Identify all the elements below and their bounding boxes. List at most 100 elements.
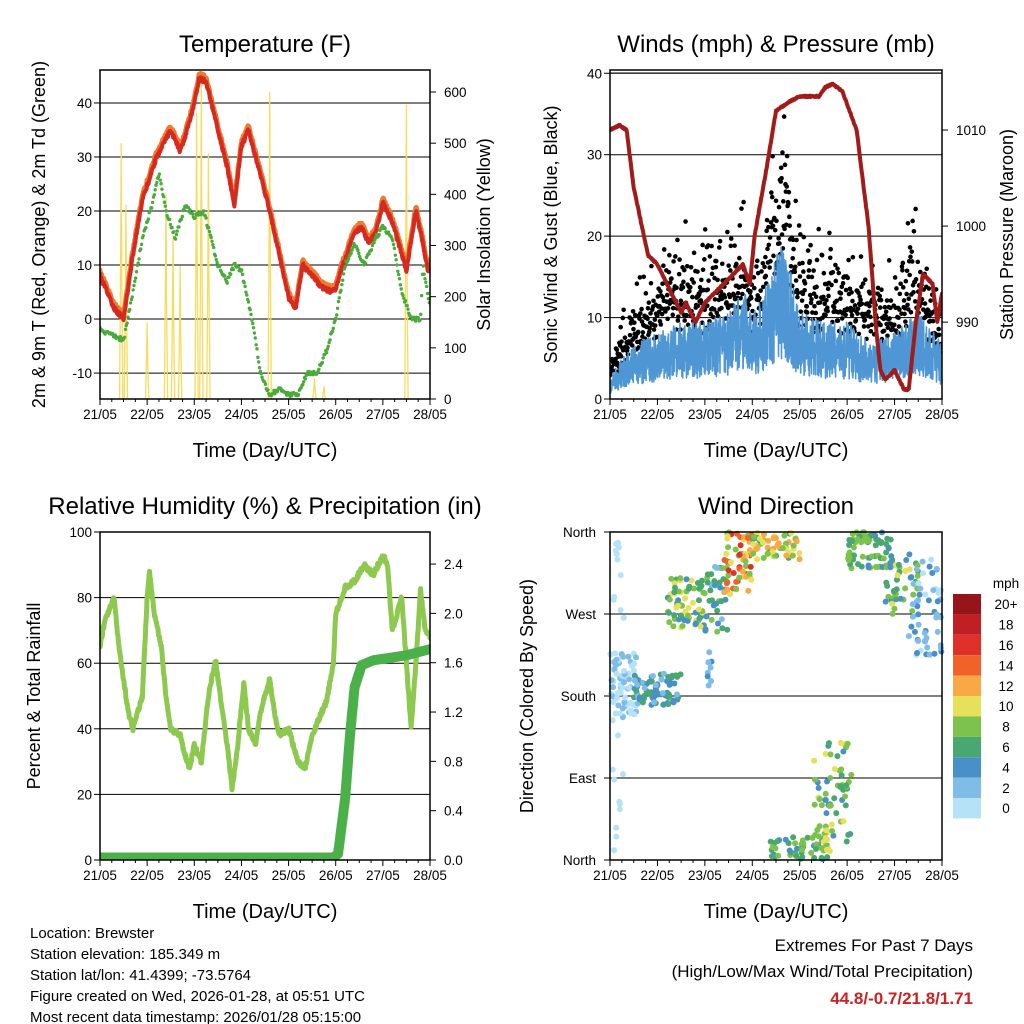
gust-point	[691, 250, 697, 256]
wind-direction-point	[769, 844, 776, 851]
gust-point	[812, 303, 817, 309]
wind-direction-point	[718, 598, 725, 605]
station-info-elevation: Station elevation: 185.349 m	[30, 946, 220, 963]
gust-point	[809, 274, 815, 280]
gust-point	[911, 228, 917, 234]
wind-direction-point	[742, 558, 749, 565]
wind-direction-point	[781, 532, 788, 539]
relative-humidity-line	[100, 553, 430, 793]
gust-point	[814, 257, 820, 263]
wind-direction-point	[760, 531, 767, 538]
wind-direction-point	[893, 576, 900, 583]
gust-point	[898, 281, 903, 287]
gust-point	[764, 228, 769, 234]
dewpoint-point	[215, 260, 219, 265]
gust-point	[702, 227, 708, 232]
legend-swatch	[953, 614, 981, 635]
gust-point	[663, 309, 668, 314]
wind-direction-point	[668, 680, 675, 687]
gust-point	[632, 320, 637, 325]
dewpoint-point	[424, 280, 428, 285]
legend-swatch	[953, 757, 981, 778]
dewpoint-point	[172, 230, 176, 234]
gust-point	[801, 234, 807, 240]
gust-point	[806, 268, 812, 273]
wind-direction-point	[883, 579, 890, 586]
gust-point	[735, 290, 741, 296]
2m-temperature-line	[100, 75, 430, 323]
dewpoint-point	[398, 283, 403, 287]
gust-point	[658, 288, 663, 294]
x-tick-label: 26/05	[319, 868, 353, 883]
dewpoint-point	[340, 278, 345, 282]
gust-point	[697, 285, 703, 290]
wind-direction-point	[848, 771, 855, 778]
dewpoint-point	[159, 182, 163, 186]
gust-point	[772, 227, 778, 233]
dewpoint-point	[349, 251, 353, 255]
wind-direction-point	[670, 699, 677, 706]
wind-direction-point	[733, 585, 740, 592]
gust-point	[724, 300, 729, 305]
dewpoint-point	[132, 283, 136, 288]
y-left-tick-label: 0	[594, 392, 602, 407]
wind-direction-point	[822, 750, 829, 757]
dewpoint-point	[367, 252, 371, 256]
gust-point	[771, 253, 776, 259]
wind-direction-point	[840, 818, 847, 825]
dewpoint-point	[128, 301, 133, 305]
gust-point	[877, 305, 883, 310]
wind-direction-point	[639, 699, 646, 706]
gust-point	[725, 229, 730, 235]
wind-direction-point	[921, 629, 928, 636]
gust-point	[770, 223, 776, 229]
wind-direction-point	[906, 566, 913, 573]
gust-point	[900, 267, 905, 273]
gust-point	[658, 322, 664, 327]
dewpoint-point	[422, 272, 426, 276]
gust-point	[891, 322, 897, 328]
wind-direction-point	[713, 600, 720, 607]
x-tick-label: 26/05	[830, 407, 864, 422]
solar-insolation-spike	[321, 386, 327, 399]
wind-direction-point	[794, 845, 801, 852]
gust-point	[618, 324, 623, 330]
wind-direction-point	[928, 556, 935, 563]
gust-point	[631, 326, 636, 332]
dewpoint-point	[260, 375, 264, 379]
gust-point	[865, 324, 871, 329]
gust-point	[705, 287, 711, 292]
gust-point	[690, 294, 695, 300]
wind-direction-point	[609, 766, 616, 773]
dewpoint-point	[356, 248, 360, 253]
panel-2	[604, 72, 948, 405]
wind-direction-point	[793, 538, 800, 545]
dewpoint-point	[377, 232, 381, 237]
dewpoint-point	[413, 319, 418, 323]
wind-direction-point	[843, 782, 850, 789]
wind-direction-point	[631, 711, 638, 718]
gust-point	[904, 268, 910, 274]
x-tick-label: 25/05	[272, 868, 306, 883]
gust-point	[645, 305, 651, 311]
dewpoint-point	[254, 343, 258, 347]
wind-direction-point	[732, 546, 739, 553]
wind-direction-point	[674, 691, 681, 698]
gust-point	[810, 310, 815, 315]
y-left-tick-label: South	[561, 689, 596, 704]
gust-point	[740, 291, 745, 297]
wind-direction-point	[822, 790, 829, 797]
wind-direction-point	[849, 538, 856, 545]
wind-direction-point	[625, 653, 632, 660]
gust-point	[828, 246, 833, 252]
wind-direction-point	[620, 653, 627, 660]
wind-direction-point	[682, 595, 689, 602]
gust-point	[634, 281, 640, 286]
dewpoint-point	[296, 393, 301, 397]
dewpoint-point	[363, 261, 368, 266]
gust-point	[799, 298, 805, 303]
wind-direction-point	[668, 575, 675, 582]
gust-point	[682, 318, 687, 323]
wind-direction-point	[829, 827, 836, 834]
gust-point	[836, 270, 842, 276]
